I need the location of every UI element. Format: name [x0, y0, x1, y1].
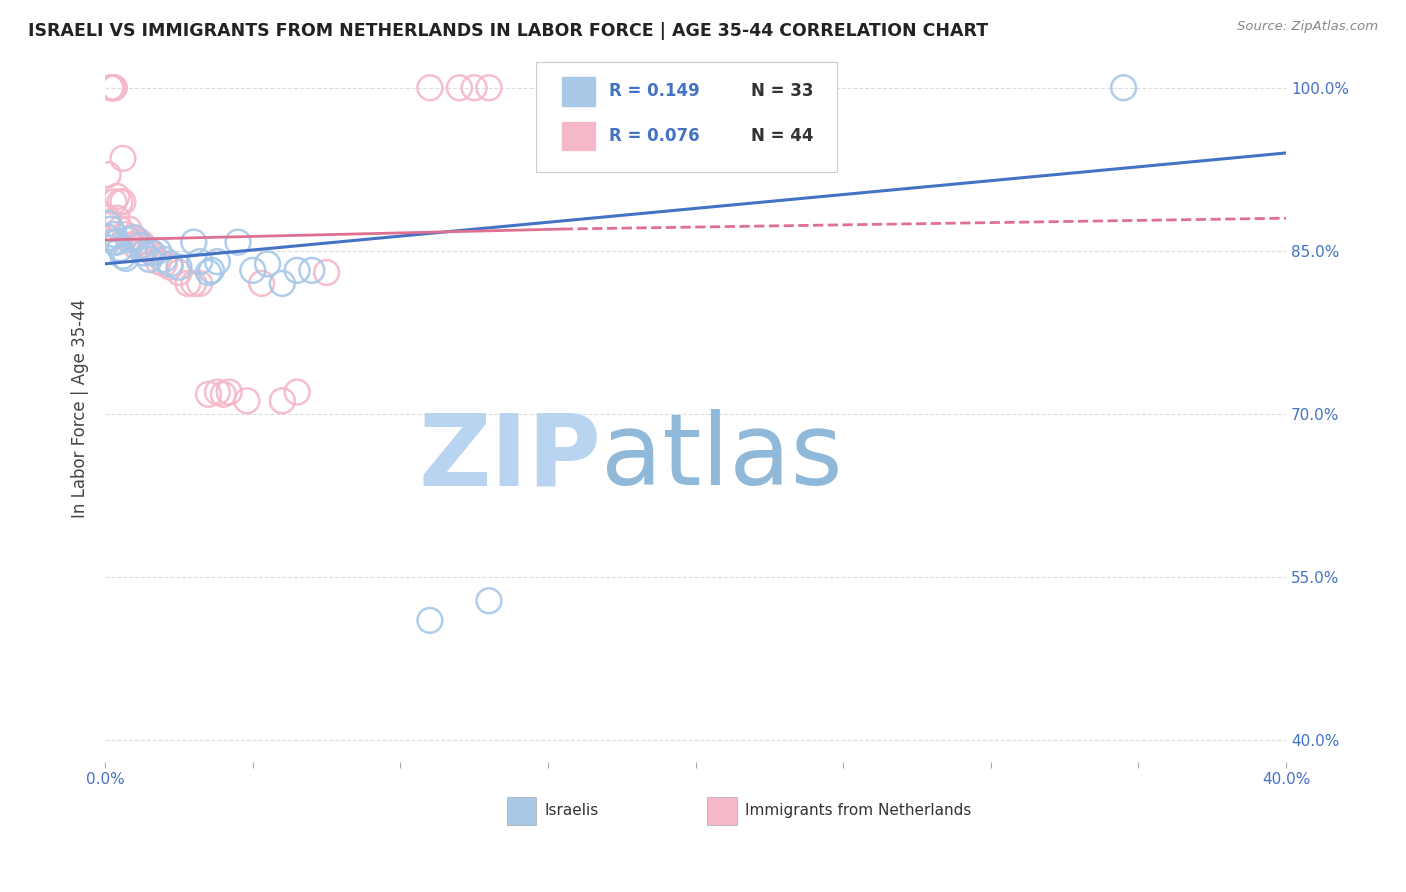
Point	[159, 257, 181, 271]
Text: N = 44: N = 44	[751, 128, 814, 145]
FancyBboxPatch shape	[506, 797, 536, 825]
Point	[103, 194, 125, 209]
Point	[478, 594, 501, 608]
FancyBboxPatch shape	[536, 62, 838, 172]
Point	[463, 80, 485, 95]
Point	[97, 217, 120, 231]
Point	[111, 194, 134, 209]
Point	[115, 252, 138, 266]
Point	[111, 249, 134, 263]
Text: Source: ZipAtlas.com: Source: ZipAtlas.com	[1237, 20, 1378, 33]
Point	[197, 266, 219, 280]
Point	[100, 222, 122, 236]
Point	[188, 277, 211, 291]
Point	[419, 80, 441, 95]
Point	[100, 80, 122, 95]
Point	[218, 385, 240, 400]
Point	[97, 168, 120, 182]
Point	[271, 277, 294, 291]
Text: atlas: atlas	[602, 409, 842, 507]
Point	[207, 385, 229, 400]
FancyBboxPatch shape	[562, 122, 595, 151]
Text: N = 33: N = 33	[751, 82, 814, 101]
Point	[285, 263, 308, 277]
Point	[315, 266, 337, 280]
Point	[105, 235, 128, 249]
Point	[115, 227, 138, 242]
Point	[108, 194, 131, 209]
Point	[118, 222, 141, 236]
Point	[1112, 80, 1135, 95]
Point	[103, 235, 125, 249]
Point	[200, 263, 222, 277]
Point	[226, 235, 249, 249]
Point	[132, 238, 155, 252]
Point	[100, 231, 122, 245]
Point	[153, 257, 176, 271]
Point	[177, 277, 200, 291]
Point	[97, 211, 120, 226]
Point	[250, 277, 273, 291]
Point	[108, 222, 131, 236]
FancyBboxPatch shape	[562, 78, 595, 105]
Text: Israelis: Israelis	[544, 803, 599, 818]
Point	[197, 387, 219, 401]
FancyBboxPatch shape	[707, 797, 737, 825]
Text: Immigrants from Netherlands: Immigrants from Netherlands	[745, 803, 972, 818]
Point	[148, 244, 170, 258]
Point	[103, 227, 125, 242]
Point	[124, 231, 146, 245]
Point	[129, 238, 152, 252]
Point	[148, 254, 170, 268]
Point	[108, 242, 131, 256]
Point	[103, 80, 125, 95]
Point	[105, 211, 128, 226]
Point	[183, 277, 205, 291]
Y-axis label: In Labor Force | Age 35-44: In Labor Force | Age 35-44	[72, 299, 89, 518]
Point	[167, 266, 190, 280]
Point	[105, 189, 128, 203]
Point	[138, 244, 160, 258]
Point	[100, 80, 122, 95]
Text: ZIP: ZIP	[418, 409, 602, 507]
Point	[167, 260, 190, 274]
Point	[271, 393, 294, 408]
Point	[127, 235, 149, 249]
Point	[97, 231, 120, 245]
Point	[132, 246, 155, 260]
Point	[135, 242, 157, 256]
Point	[301, 263, 323, 277]
Point	[242, 263, 264, 277]
Point	[124, 238, 146, 252]
Text: ISRAELI VS IMMIGRANTS FROM NETHERLANDS IN LABOR FORCE | AGE 35-44 CORRELATION CH: ISRAELI VS IMMIGRANTS FROM NETHERLANDS I…	[28, 22, 988, 40]
Point	[118, 233, 141, 247]
Point	[141, 246, 163, 260]
Point	[212, 387, 235, 401]
Point	[236, 393, 259, 408]
Point	[183, 235, 205, 249]
Point	[103, 80, 125, 95]
Point	[153, 252, 176, 267]
Point	[121, 231, 143, 245]
Point	[129, 235, 152, 249]
Point	[207, 254, 229, 268]
Point	[449, 80, 471, 95]
Point	[111, 152, 134, 166]
Point	[256, 257, 278, 271]
Text: R = 0.149: R = 0.149	[609, 82, 700, 101]
Point	[285, 385, 308, 400]
Point	[478, 80, 501, 95]
Point	[419, 613, 441, 627]
Text: R = 0.076: R = 0.076	[609, 128, 700, 145]
Point	[141, 246, 163, 260]
Point	[188, 254, 211, 268]
Point	[138, 252, 160, 267]
Point	[159, 260, 181, 274]
